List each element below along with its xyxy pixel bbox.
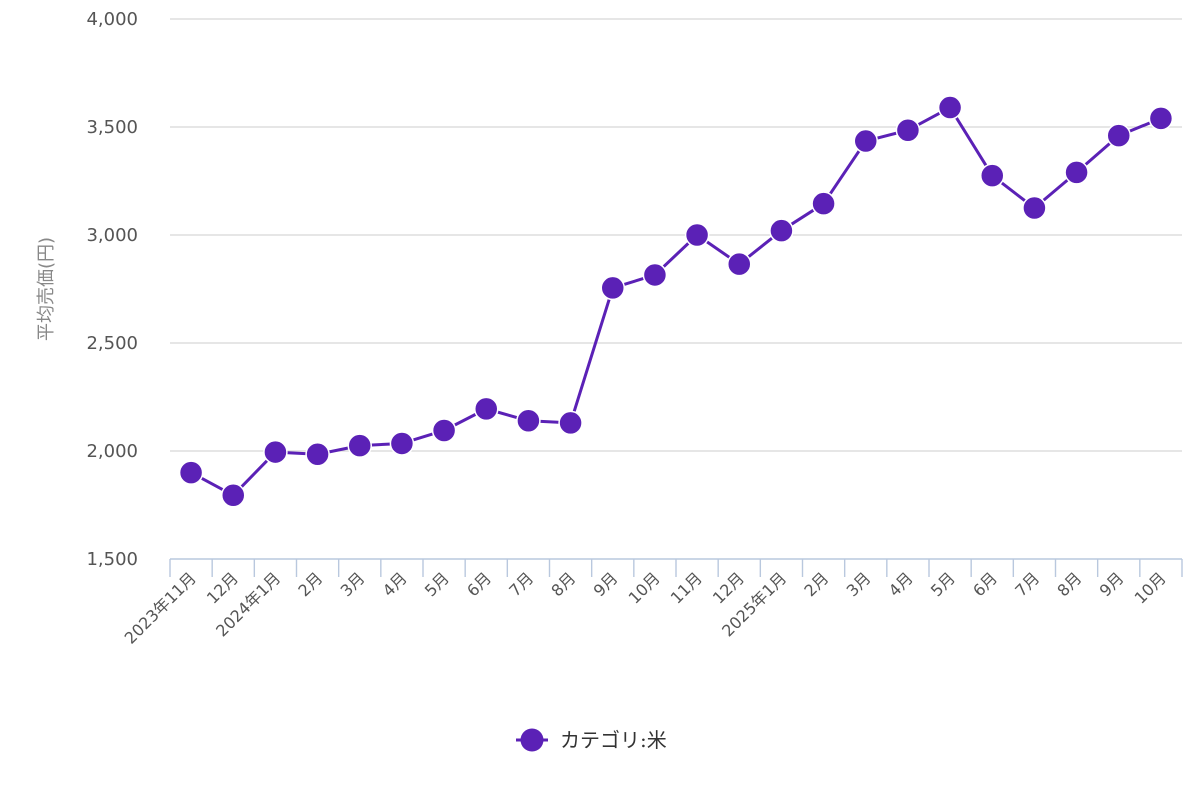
y-tick-labels: 1,500 2,000 2,500 3,000 3,500 4,000 bbox=[86, 9, 138, 570]
data-point[interactable] bbox=[642, 262, 668, 288]
data-point[interactable] bbox=[811, 191, 836, 216]
x-tick-label: 5月 bbox=[421, 568, 453, 600]
x-tick-label: 4月 bbox=[379, 568, 411, 600]
y-tick-label: 4,000 bbox=[86, 9, 138, 30]
y-tick-label: 1,500 bbox=[86, 549, 138, 570]
data-point[interactable] bbox=[305, 441, 330, 467]
data-point[interactable] bbox=[431, 418, 457, 443]
x-tick-label: 2月 bbox=[800, 568, 832, 600]
legend[interactable]: カテゴリ:米 bbox=[516, 728, 667, 752]
x-tick-label: 6月 bbox=[969, 568, 1001, 600]
data-point[interactable] bbox=[474, 396, 499, 422]
x-tick-label: 8月 bbox=[1053, 568, 1085, 600]
data-point[interactable] bbox=[1106, 123, 1131, 148]
x-tick-label: 5月 bbox=[927, 568, 959, 600]
x-tick-label: 10月 bbox=[1131, 568, 1170, 607]
x-tick-label: 8月 bbox=[547, 568, 579, 600]
data-point[interactable] bbox=[263, 439, 288, 465]
series-line bbox=[190, 106, 1162, 497]
data-point[interactable] bbox=[600, 275, 625, 301]
x-tick-label: 3月 bbox=[337, 568, 369, 600]
x-tick-label: 4月 bbox=[885, 568, 917, 600]
gridlines bbox=[170, 18, 1182, 452]
y-tick-label: 2,000 bbox=[86, 441, 138, 462]
data-point[interactable] bbox=[895, 117, 921, 143]
legend-marker bbox=[520, 728, 544, 752]
data-point[interactable] bbox=[853, 128, 878, 154]
x-tick-label: 2023年11月 bbox=[121, 568, 200, 647]
y-tick-label: 3,000 bbox=[86, 225, 138, 246]
x-tick-label: 3月 bbox=[843, 568, 875, 600]
data-point[interactable] bbox=[1064, 160, 1089, 185]
data-point[interactable] bbox=[769, 218, 794, 243]
y-tick-label: 3,500 bbox=[86, 117, 138, 138]
data-point[interactable] bbox=[558, 410, 583, 436]
x-tick-label: 11月 bbox=[667, 568, 706, 607]
series-layer bbox=[178, 95, 1174, 508]
data-point[interactable] bbox=[389, 431, 415, 456]
data-point[interactable] bbox=[727, 251, 752, 277]
x-tick-label: 2月 bbox=[294, 568, 326, 600]
data-point[interactable] bbox=[1148, 106, 1174, 131]
axes bbox=[169, 558, 1183, 577]
data-point[interactable] bbox=[1022, 195, 1047, 221]
data-point[interactable] bbox=[221, 483, 246, 508]
x-tick-label: 7月 bbox=[505, 568, 537, 600]
y-axis-title: 平均売価(円) bbox=[36, 237, 57, 341]
data-point[interactable] bbox=[684, 222, 710, 248]
x-tick-label: 7月 bbox=[1011, 568, 1043, 600]
data-point[interactable] bbox=[937, 95, 963, 120]
data-point[interactable] bbox=[516, 408, 541, 434]
x-tick-label: 6月 bbox=[463, 568, 495, 600]
data-point[interactable] bbox=[980, 163, 1005, 188]
y-tick-label: 2,500 bbox=[86, 333, 138, 354]
data-point[interactable] bbox=[178, 460, 204, 485]
data-point[interactable] bbox=[347, 433, 372, 458]
x-tick-label: 10月 bbox=[625, 568, 664, 607]
x-tick-label: 9月 bbox=[1096, 568, 1128, 600]
x-tick-label: 9月 bbox=[590, 568, 622, 600]
legend-label[interactable]: カテゴリ:米 bbox=[560, 728, 667, 752]
